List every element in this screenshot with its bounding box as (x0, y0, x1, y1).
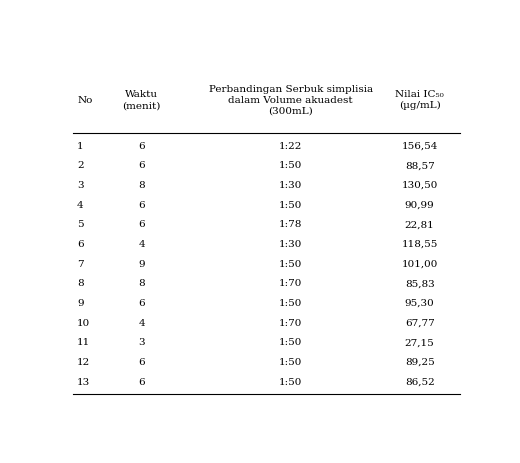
Text: 101,00: 101,00 (401, 259, 438, 268)
Text: 1:70: 1:70 (279, 318, 302, 327)
Text: 6: 6 (138, 161, 145, 170)
Text: 5: 5 (77, 220, 84, 229)
Text: 10: 10 (77, 318, 90, 327)
Text: 12: 12 (77, 357, 90, 366)
Text: 13: 13 (77, 377, 90, 386)
Text: 88,57: 88,57 (405, 161, 435, 170)
Text: 90,99: 90,99 (405, 200, 435, 209)
Text: 1:50: 1:50 (279, 200, 302, 209)
Text: 118,55: 118,55 (401, 239, 438, 249)
Text: 67,77: 67,77 (405, 318, 435, 327)
Text: 6: 6 (138, 200, 145, 209)
Text: 9: 9 (138, 259, 145, 268)
Text: 4: 4 (138, 239, 145, 249)
Text: 6: 6 (138, 141, 145, 150)
Text: 8: 8 (77, 279, 84, 288)
Text: 1:50: 1:50 (279, 377, 302, 386)
Text: 1:50: 1:50 (279, 338, 302, 346)
Text: 1:78: 1:78 (279, 220, 302, 229)
Text: 156,54: 156,54 (401, 141, 438, 150)
Text: 1:30: 1:30 (279, 239, 302, 249)
Text: 85,83: 85,83 (405, 279, 435, 288)
Text: 27,15: 27,15 (405, 338, 435, 346)
Text: 1:50: 1:50 (279, 357, 302, 366)
Text: 9: 9 (77, 298, 84, 307)
Text: 1: 1 (77, 141, 84, 150)
Text: 1:50: 1:50 (279, 259, 302, 268)
Text: 7: 7 (77, 259, 84, 268)
Text: 6: 6 (138, 377, 145, 386)
Text: 1:50: 1:50 (279, 298, 302, 307)
Text: 2: 2 (77, 161, 84, 170)
Text: 6: 6 (138, 298, 145, 307)
Text: Perbandingan Serbuk simplisia
dalam Volume akuadest
(300mL): Perbandingan Serbuk simplisia dalam Volu… (209, 85, 373, 116)
Text: 130,50: 130,50 (401, 181, 438, 190)
Text: 3: 3 (138, 338, 145, 346)
Text: 8: 8 (138, 181, 145, 190)
Text: Nilai IC₅₀
(µg/mL): Nilai IC₅₀ (µg/mL) (395, 90, 444, 110)
Text: 6: 6 (77, 239, 84, 249)
Text: 1:50: 1:50 (279, 161, 302, 170)
Text: 22,81: 22,81 (405, 220, 435, 229)
Text: 3: 3 (77, 181, 84, 190)
Text: 95,30: 95,30 (405, 298, 435, 307)
Text: 8: 8 (138, 279, 145, 288)
Text: 86,52: 86,52 (405, 377, 435, 386)
Text: 89,25: 89,25 (405, 357, 435, 366)
Text: No: No (77, 96, 93, 105)
Text: 4: 4 (138, 318, 145, 327)
Text: 1:30: 1:30 (279, 181, 302, 190)
Text: 1:70: 1:70 (279, 279, 302, 288)
Text: 11: 11 (77, 338, 90, 346)
Text: 6: 6 (138, 220, 145, 229)
Text: Waktu
(menit): Waktu (menit) (122, 90, 161, 110)
Text: 4: 4 (77, 200, 84, 209)
Text: 6: 6 (138, 357, 145, 366)
Text: 1:22: 1:22 (279, 141, 302, 150)
